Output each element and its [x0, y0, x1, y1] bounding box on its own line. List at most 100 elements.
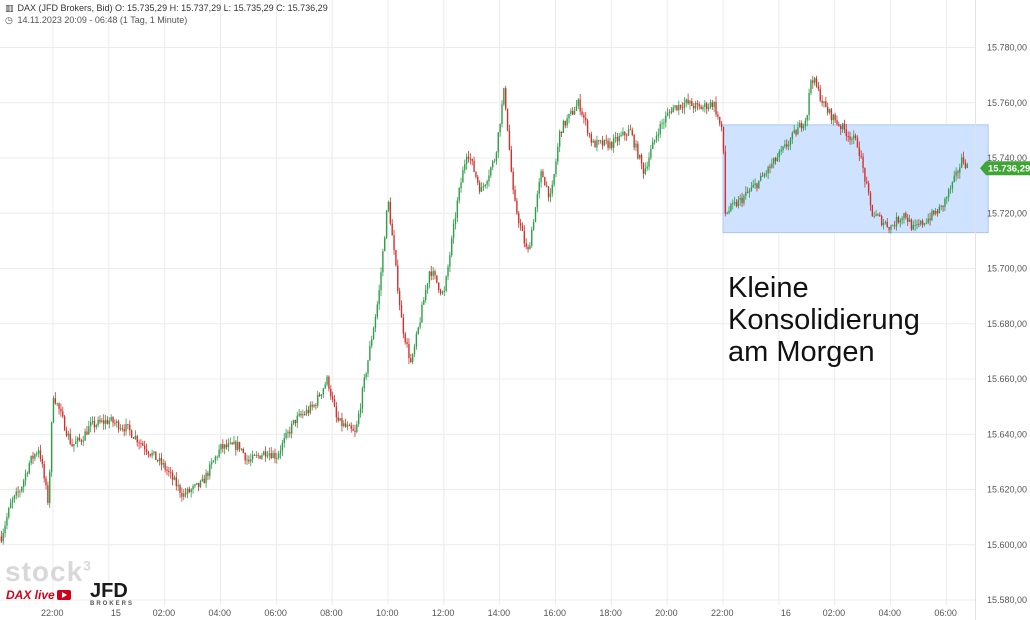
- candle-body: [585, 117, 587, 121]
- candle-body: [540, 171, 542, 183]
- candle-body: [484, 184, 486, 187]
- candle-body: [4, 525, 6, 533]
- candle-body: [724, 151, 727, 214]
- candle-body: [186, 488, 189, 495]
- candle-body: [255, 454, 258, 456]
- candle-body: [808, 93, 810, 116]
- candle-body: [549, 193, 552, 198]
- candle-body: [661, 123, 663, 125]
- candle-body: [752, 184, 754, 188]
- candle-body: [908, 219, 911, 222]
- candle-body: [408, 343, 410, 359]
- candle-body: [633, 135, 635, 148]
- x-tick-label: 02:00: [153, 608, 176, 618]
- candle-body: [851, 138, 853, 140]
- candle-body: [294, 419, 297, 424]
- candle-body: [732, 203, 734, 205]
- annotation-text: Kleine Konsolidierung am Morgen: [728, 272, 920, 368]
- annotation-line-2: Konsolidierung: [728, 304, 920, 336]
- candle-body: [201, 478, 204, 481]
- candle-body: [181, 493, 183, 497]
- candle-body: [802, 126, 805, 129]
- candle-body: [183, 493, 185, 497]
- candle-body: [69, 433, 71, 444]
- candle-body: [438, 282, 440, 290]
- candle-body: [365, 373, 367, 378]
- candle-body: [880, 216, 883, 226]
- candle-body: [629, 129, 632, 131]
- candle-body: [726, 212, 728, 214]
- candle-body: [944, 198, 946, 207]
- candle-body: [318, 394, 321, 397]
- candle-body: [534, 207, 537, 223]
- candle-body: [830, 109, 833, 121]
- candle-body: [689, 100, 691, 104]
- candle-body: [817, 86, 820, 89]
- candle-body: [391, 223, 393, 236]
- candle-body: [942, 205, 944, 207]
- candle-body: [594, 140, 596, 148]
- candle-body: [259, 455, 261, 459]
- y-tick-label: 15.780,00: [987, 43, 1027, 53]
- candle-body: [605, 139, 607, 141]
- candle-body: [136, 435, 138, 443]
- stock3-logo: stock3: [5, 556, 92, 588]
- candle-body: [655, 135, 658, 140]
- candle-body: [813, 78, 816, 83]
- candle-body: [114, 422, 116, 424]
- candle-body: [771, 163, 773, 168]
- y-tick-label: 15.600,00: [987, 540, 1027, 550]
- candle-body: [864, 168, 866, 182]
- candle-body: [162, 463, 164, 465]
- candle-body: [270, 453, 272, 459]
- x-tick-label: 15: [111, 608, 121, 618]
- candle-body: [238, 441, 241, 450]
- candle-body: [737, 199, 740, 207]
- candle-body: [720, 123, 723, 127]
- candle-body: [132, 437, 135, 439]
- candle-body: [354, 430, 356, 432]
- x-tick-label: 20:00: [655, 608, 678, 618]
- candle-body: [2, 532, 4, 542]
- candle-body: [289, 431, 291, 434]
- candle-body: [52, 398, 55, 423]
- candle-body: [562, 120, 565, 133]
- candle-body: [430, 271, 432, 276]
- candle-body: [95, 425, 97, 428]
- candle-body: [216, 456, 218, 458]
- candle-body: [622, 131, 624, 135]
- candle-body: [728, 210, 730, 213]
- candle-body: [129, 424, 131, 431]
- candle-body: [285, 432, 287, 438]
- candle-body: [372, 328, 375, 340]
- candle-body: [21, 486, 23, 492]
- jfd-logo-text: JFD: [90, 580, 128, 602]
- stock3-logo-text: stock: [5, 556, 84, 587]
- candle-body: [516, 200, 518, 214]
- candle-body: [553, 174, 555, 185]
- candle-body: [179, 485, 181, 494]
- candle-body: [722, 126, 725, 152]
- candle-body: [166, 469, 168, 471]
- candle-body: [257, 454, 259, 456]
- candle-body: [620, 134, 622, 137]
- candle-body: [389, 201, 392, 224]
- candle-body: [478, 182, 481, 192]
- candle-body: [508, 130, 511, 150]
- candle-body: [871, 204, 874, 217]
- y-tick-label: 15.660,00: [987, 374, 1027, 384]
- candle-body: [143, 445, 146, 450]
- x-tick-label: 02:00: [823, 608, 846, 618]
- candle-body: [34, 454, 36, 459]
- candle-body: [78, 437, 81, 440]
- candle-body: [138, 442, 140, 444]
- candle-body: [175, 477, 177, 487]
- candle-body: [715, 101, 717, 115]
- candle-body: [218, 449, 220, 457]
- candle-body: [235, 441, 237, 450]
- candle-body: [685, 99, 687, 103]
- candle-body: [290, 423, 293, 434]
- last-price-label: 15.736,29: [988, 164, 1030, 175]
- candle-body: [666, 112, 669, 116]
